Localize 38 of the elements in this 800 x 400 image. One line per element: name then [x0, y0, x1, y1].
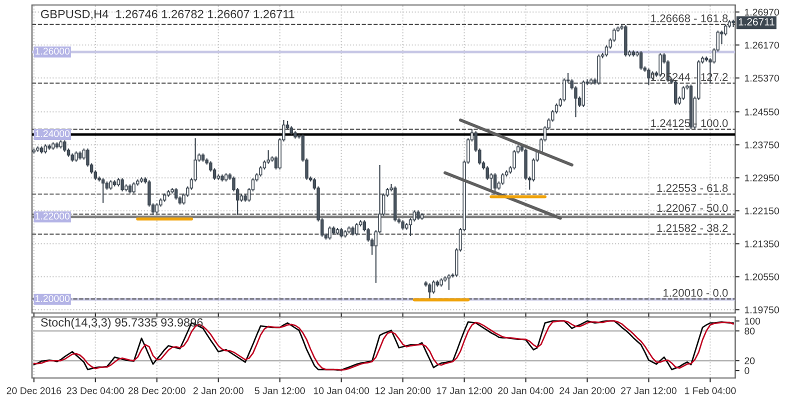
x-tick-label: 24 Jan 20:00: [560, 387, 615, 394]
ref-line-label: 1.20000: [36, 295, 70, 302]
y-tick-label: 100: [744, 318, 760, 325]
x-tick-label: 2 Jan 20:00: [193, 387, 244, 394]
y-tick-label: 1.22950: [744, 174, 779, 182]
y-tick-label: 1.21350: [744, 240, 779, 248]
ref-line-label: 1.22553 - 61.8: [657, 184, 728, 192]
ref-line-label: 1.26000: [36, 48, 70, 55]
ref-line-label: 1.20010 - 0.0: [664, 288, 728, 297]
x-tick-label: 10 Jan 04:00: [314, 387, 370, 394]
y-tick-label: 20: [744, 357, 755, 364]
y-tick-label: 1.19750: [744, 306, 779, 314]
x-tick-label: 20 Jan 04:00: [498, 387, 554, 394]
ref-line-label: 1.21582 - 38.2: [657, 224, 728, 232]
x-tick-label: 1 Feb 04:00: [685, 387, 736, 394]
ref-line-label: 1.22067 - 50.0: [657, 204, 728, 212]
x-tick-label: 17 Jan 12:00: [436, 387, 492, 394]
y-tick-label: 1.20550: [744, 273, 779, 280]
x-tick-label: 27 Jan 12:00: [621, 387, 676, 394]
y-tick-label: 1.25370: [744, 74, 779, 82]
y-tick-label: 1.23750: [744, 142, 779, 148]
y-tick-label: 1.26970: [744, 8, 779, 16]
y-tick-label: 1.26170: [744, 42, 779, 49]
chart-title: Stoch(14,3,3) 95.7335 93.9896: [40, 318, 203, 329]
y-tick-label: 0: [744, 367, 750, 374]
x-tick-label: 5 Jan 12:00: [254, 387, 305, 394]
x-tick-label: 20 Dec 2016: [6, 387, 62, 394]
x-tick-label: 28 Dec 20:00: [128, 387, 186, 394]
y-tick-label: 1.24550: [744, 108, 779, 116]
ref-line-label: 1.26668 - 161.8: [651, 14, 728, 22]
y-tick-label: 1.22150: [744, 207, 779, 214]
ref-line-label: 1.22000: [36, 212, 70, 220]
ref-line-label: 1.24000: [36, 130, 70, 138]
x-tick-label: 12 Jan 20:00: [375, 387, 431, 394]
chart-title: GBPUSD,H4 1.26746 1.26782 1.26607 1.26711: [41, 10, 294, 20]
y-tick-label: 80: [744, 328, 755, 335]
x-tick-label: 23 Dec 04:00: [66, 387, 124, 394]
text: 1.26711: [738, 18, 774, 26]
